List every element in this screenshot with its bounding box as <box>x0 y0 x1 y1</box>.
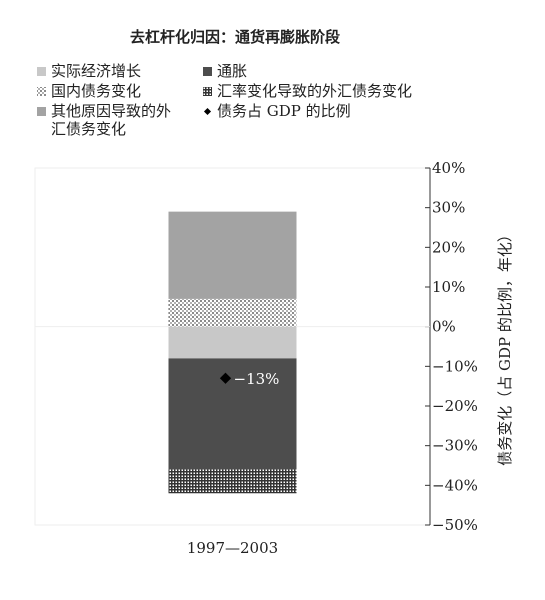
legend-item: 实际经济增长 <box>36 62 202 80</box>
legend-item: 国内债务变化 <box>36 82 202 100</box>
y-axis-label: 债务变化（占 GDP 的比例，年化） <box>496 227 514 466</box>
x-tick-label: 1997—2003 <box>187 539 278 557</box>
legend-item: 债务占 GDP 的比例 <box>202 102 472 138</box>
legend-swatch <box>37 107 46 116</box>
swatch <box>203 107 212 116</box>
y-tick-label: −10% <box>432 357 478 375</box>
y-tick-label: 0% <box>432 318 456 336</box>
legend: 实际经济增长 通胀国内债务变化 汇率变化导致的外汇债务变化其他原因导致的外汇债务变化… <box>36 62 472 138</box>
legend-swatch <box>203 67 212 76</box>
y-tick-label: 30% <box>432 199 465 217</box>
y-tick-label: 10% <box>432 278 465 296</box>
legend-label: 汇率变化导致的外汇债务变化 <box>217 82 413 100</box>
legend-swatch <box>37 67 46 76</box>
legend-swatch <box>203 107 212 116</box>
legend-swatch <box>37 87 46 96</box>
point-label: −13% <box>234 370 280 388</box>
legend-item: 汇率变化导致的外汇债务变化 <box>202 82 472 100</box>
point-marker <box>219 372 232 384</box>
swatch <box>37 67 46 76</box>
bar-segment <box>168 298 297 327</box>
y-tick-label: 40% <box>432 159 465 177</box>
bar-segment <box>168 358 297 470</box>
legend-label: 通胀 <box>217 62 248 80</box>
swatch <box>203 67 212 76</box>
swatch <box>37 87 46 96</box>
legend-item: 通胀 <box>202 62 472 80</box>
legend-swatch <box>203 87 212 96</box>
legend-item: 其他原因导致的外汇债务变化 <box>36 102 202 138</box>
bar-segment <box>168 326 297 359</box>
legend-label: 债务占 GDP 的比例 <box>217 102 351 120</box>
y-tick-label: 20% <box>432 238 465 256</box>
bar-segment <box>168 211 297 299</box>
y-tick-label: −20% <box>432 397 478 415</box>
y-tick-label: −30% <box>432 437 478 455</box>
legend-label: 实际经济增长 <box>51 62 142 80</box>
swatch <box>37 107 46 116</box>
chart-title: 去杠杆化归因：通货再膨胀阶段 <box>130 28 340 46</box>
y-tick-label: −50% <box>432 516 478 534</box>
bar-segment <box>168 469 297 494</box>
swatch <box>203 87 212 96</box>
legend-label: 其他原因导致的外汇债务变化 <box>51 102 172 138</box>
y-tick-label: −40% <box>432 476 478 494</box>
legend-label: 国内债务变化 <box>51 82 142 100</box>
